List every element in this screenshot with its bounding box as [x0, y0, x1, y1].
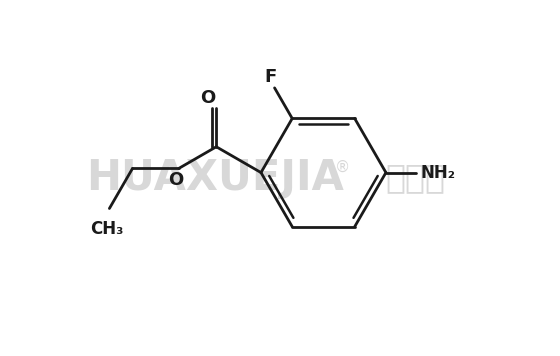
Text: O: O: [169, 172, 184, 189]
Text: NH₂: NH₂: [420, 163, 455, 182]
Text: ®: ®: [335, 160, 350, 175]
Text: 化学加: 化学加: [386, 162, 446, 194]
Text: HUAXUEJIA: HUAXUEJIA: [86, 157, 344, 199]
Text: O: O: [200, 89, 215, 107]
Text: CH₃: CH₃: [90, 220, 123, 239]
Text: F: F: [264, 68, 276, 86]
